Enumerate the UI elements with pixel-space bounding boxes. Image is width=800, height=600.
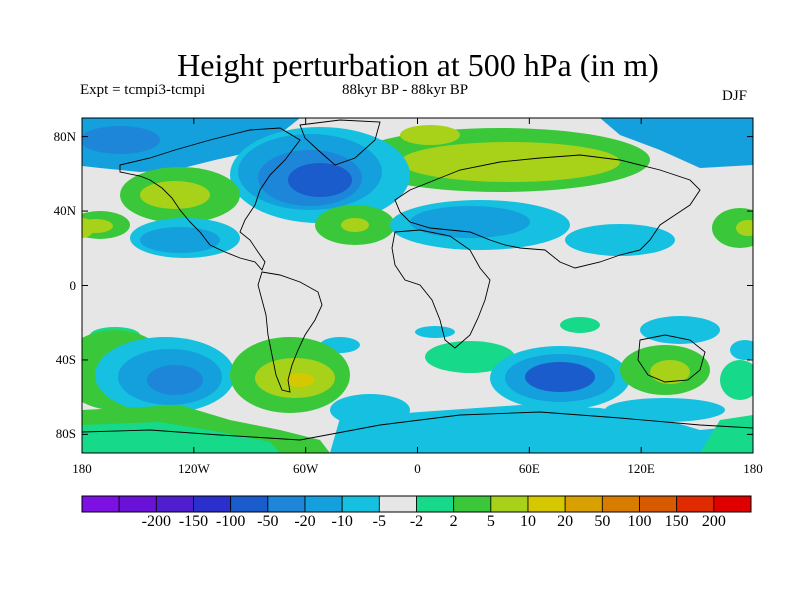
colorbar-swatch [416,495,455,513]
contour-antarctic-green-2 [82,422,280,453]
colorbar-swatch [713,495,752,513]
colorbar-swatch [118,495,157,513]
coast-south-america [257,271,323,393]
colorbar-label: -5 [372,513,386,530]
lon-tick-label: 0 [414,461,421,476]
contour-westpacific-low [565,224,675,256]
coastlines [82,119,753,441]
coast-africa [391,229,491,349]
contour-canada-2 [82,126,160,154]
colorbar-label: -2 [409,513,424,530]
colorbar-swatch [193,495,232,513]
contour-arctic-east [600,118,753,168]
contour-atlantic-low-4 [288,163,352,197]
lon-tick-label: 60W [293,461,319,476]
colorbar-label: 10 [520,513,536,530]
contour-tropic-cyan-1 [640,316,720,344]
lon-tick-label: 60E [518,461,540,476]
colorbar-frame [81,495,752,513]
lon-tick-label: 180 [743,461,763,476]
colorbar-label: -100 [215,513,246,530]
contour-asia-low-2 [410,206,530,238]
contour-arctic-yellow [400,125,460,145]
contour-atlantic-high-2 [341,218,369,232]
experiment-label: Expt = tcmpi3-tcmpi [80,82,206,98]
contour-tropic-cyan-3 [415,326,455,338]
colorbar-label: 2 [449,513,458,530]
coast-antarctica [82,411,753,441]
lat-tick-label: 40S [55,351,76,367]
contour-tropic-cyan-2 [730,340,753,360]
contour-antarctic-green-e [700,415,753,453]
colorbar-swatch [490,495,529,513]
lon-tick-label: 120E [627,461,655,476]
contour-australia-high-2 [650,360,690,384]
contour-spacific-east-high [720,360,753,400]
contour-spacific-low-3 [147,365,203,395]
contour-pacific-high-yellow [140,181,210,209]
coast-greenland [299,119,381,166]
colorbar [81,495,752,513]
contour-tropic-green-2 [560,317,600,333]
contour-antarctic-cyan [330,405,753,453]
colorbar-label: -150 [178,513,209,530]
contour-eurasia-yellow [400,142,620,182]
colorbar-swatch [155,495,194,513]
colorbar-label: 200 [701,513,726,530]
colorbar-swatch [676,495,715,513]
colorbar-label: 20 [557,513,574,530]
contour-westpacific-high [712,208,753,248]
colorbar-swatch [527,495,566,513]
colorbar-swatch [267,495,306,513]
contour-npacific-low-2 [140,227,220,253]
colorbar-swatch [378,495,417,513]
contour-samerica-high-3 [286,373,314,387]
colorbar-label: 5 [486,513,495,530]
colorbar-swatch [453,495,492,513]
colorbar-swatch [230,495,269,513]
colorbar-swatch [639,495,678,513]
coast-australia [637,334,706,383]
height-perturbation-field [82,118,753,453]
colorbar-label: 150 [664,513,689,530]
colorbar-label: -10 [331,513,353,530]
contour-africa-green [425,341,515,373]
colorbar-swatch [601,495,640,513]
map-title: Height perturbation at 500 hPa (in m) [177,47,659,83]
colorbar-label: 100 [627,513,652,530]
colorbar-swatch [341,495,380,513]
lat-tick-label: 40N [53,203,76,219]
map-ticks [81,118,754,453]
contour-westpacific-high-2 [736,220,753,236]
contour-westpacific-high-w [82,218,94,238]
colorbar-label: -50 [257,513,279,530]
colorbar-label: -20 [294,513,316,530]
lon-tick-label: 120W [177,461,210,476]
lat-tick-label: 0 [69,277,77,293]
lat-tick-label: 80N [53,128,76,144]
lon-tick-label: 180 [72,461,92,476]
colorbar-label: 50 [594,513,611,530]
lat-tick-label: 80S [55,426,76,442]
period-label: 88kyr BP - 88kyr BP [342,82,469,98]
coast-north-america [119,127,301,271]
season-label: DJF [722,88,748,104]
coast-eurasia [394,154,701,269]
colorbar-swatch [81,495,120,513]
colorbar-swatch [304,495,343,513]
colorbar-label: -200 [141,513,171,530]
contour-indian-low-3 [525,362,595,392]
colorbar-swatch [564,495,603,513]
